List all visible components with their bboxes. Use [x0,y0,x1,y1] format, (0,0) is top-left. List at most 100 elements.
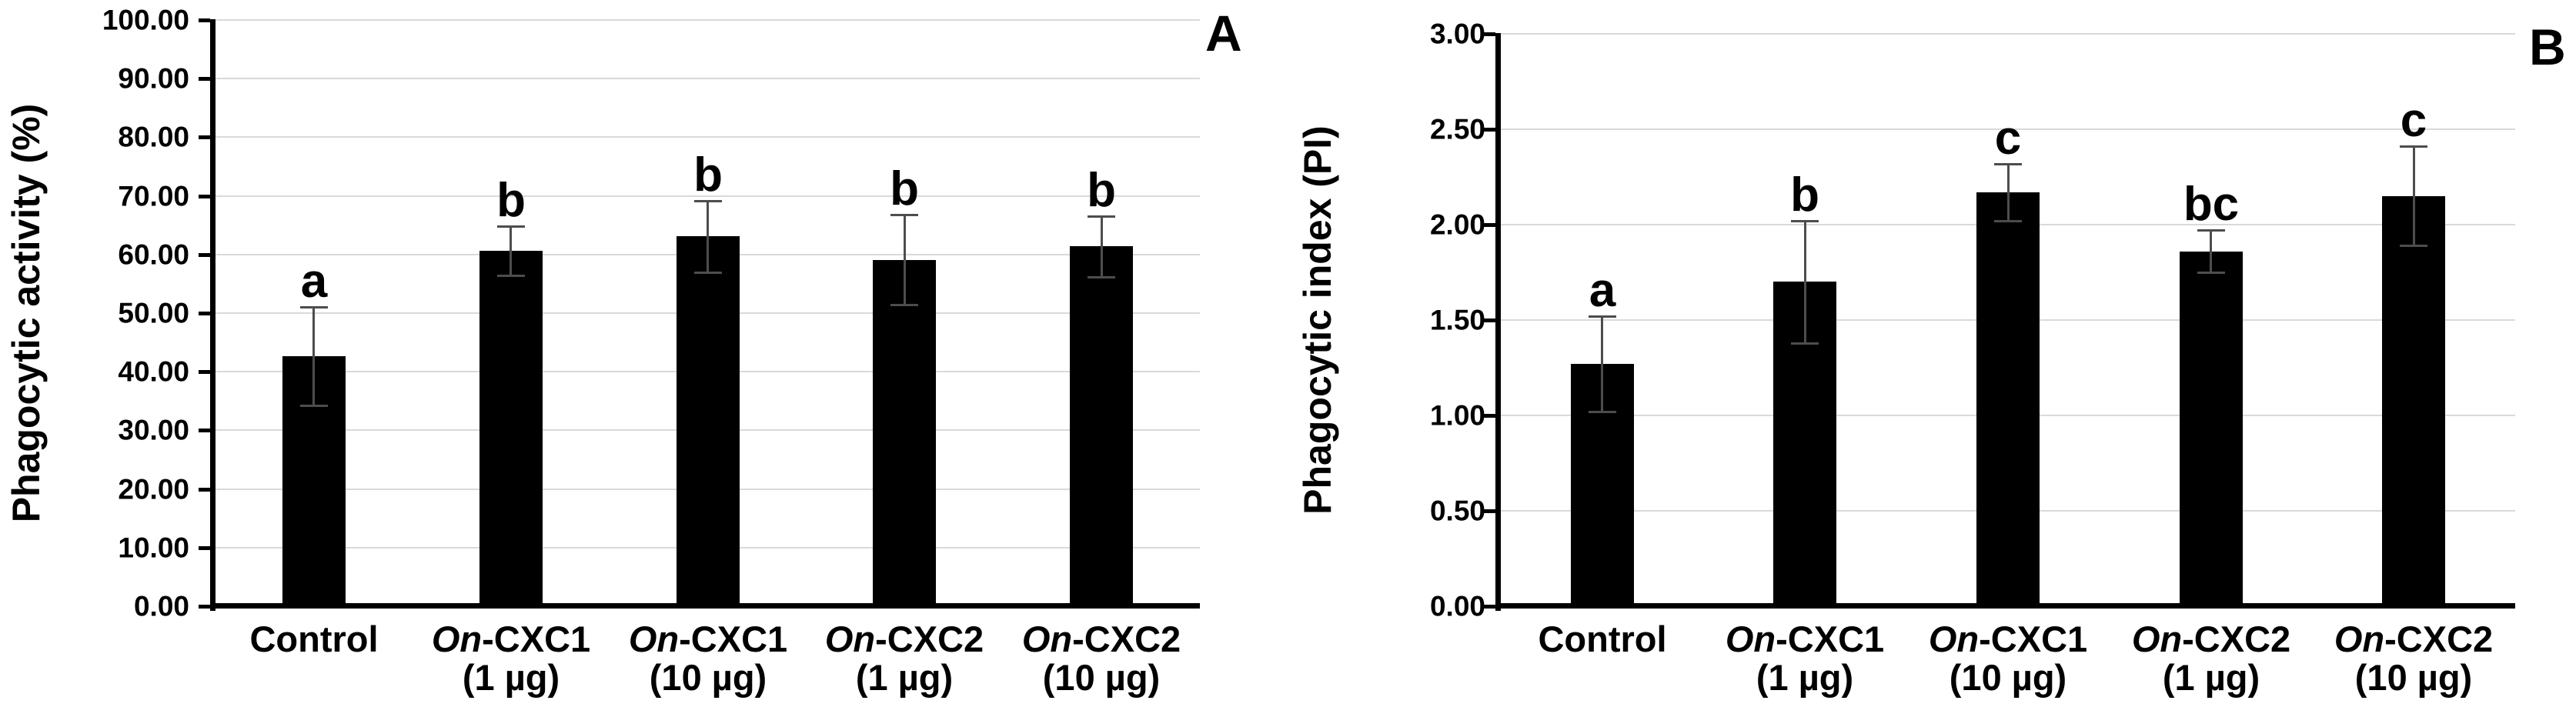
bar [677,236,740,606]
error-bar-cap-bottom [2197,272,2225,274]
error-bar-line [1101,216,1103,277]
x-category-name: On-CXC2 [2334,619,2494,659]
error-bar-cap-bottom [1791,342,1819,345]
x-category-dose: (1 µg) [855,657,954,698]
error-bar-cap-bottom [890,304,918,306]
error-bar-line [707,201,709,272]
y-tick-mark [199,605,210,609]
significance-letter: b [693,148,723,202]
y-tick-mark [199,488,210,492]
error-bar-cap-top [694,200,722,202]
y-tick-mark [199,370,210,374]
error-bar-cap-bottom [1088,276,1115,278]
y-tick-mark [199,429,210,432]
x-category-label: On-CXC2 (10 µg) [2283,620,2544,697]
error-bar-line [1804,221,1806,343]
bar [1070,246,1133,606]
bar [479,251,543,606]
y-tick-mark [199,135,210,139]
x-category-label: On-CXC1 (10 µg) [577,620,839,697]
x-category-dose: (1 µg) [462,657,560,698]
x-category-name: Control [249,619,379,659]
x-category-name: On-CXC1 [1928,619,2088,659]
x-category-dose: (1 µg) [1756,657,1854,698]
error-bar-cap-top [1791,220,1819,222]
y-axis-line [1495,33,1501,611]
y-tick-label: 30.00 [118,414,189,446]
error-bar-cap-bottom [1589,411,1616,413]
x-category-label: On-CXC2 (1 µg) [773,620,1035,697]
y-tick-mark [1484,414,1495,418]
y-tick-label: 90.00 [118,62,189,95]
x-category-dose: (1 µg) [2162,657,2260,698]
gridline [1501,128,2515,130]
y-tick-mark [1484,509,1495,513]
gridline [216,19,1200,21]
y-tick-label: 10.00 [118,532,189,564]
y-tick-label: 0.00 [1429,590,1485,622]
x-category-name: On-CXC1 [431,619,591,659]
error-bar-cap-top [2400,145,2427,148]
error-bar-cap-top [890,214,918,216]
x-category-dose: (10 µg) [1042,657,1161,698]
error-bar-cap-top [497,225,525,228]
significance-letter: b [1790,168,1819,222]
y-tick-mark [199,253,210,257]
y-tick-label: 70.00 [118,180,189,212]
error-bar-line [904,215,906,305]
y-tick-mark [199,312,210,315]
y-tick-mark [1484,32,1495,36]
error-bar-line [2413,146,2415,245]
error-bar-cap-bottom [694,272,722,274]
y-tick-label: 50.00 [118,297,189,329]
significance-letter: b [890,162,919,215]
panel-label-a: A [1205,5,1242,62]
x-category-label: On-CXC1 (1 µg) [1674,620,1936,697]
y-tick-label: 40.00 [118,355,189,388]
x-category-label: On-CXC2 (10 µg) [971,620,1232,697]
gridline [1501,33,2515,35]
y-tick-label: 100.00 [102,4,189,36]
significance-letter: b [1087,164,1116,217]
x-category-dose: (10 µg) [2354,657,2473,698]
significance-letter: b [496,174,526,227]
bar [2180,252,2243,606]
error-bar-cap-bottom [300,405,328,407]
y-axis-line [210,19,216,611]
x-category-name: On-CXC1 [1725,619,1885,659]
significance-letter: c [1994,112,2022,165]
y-tick-label: 1.00 [1429,399,1485,432]
y-tick-label: 0.00 [133,590,189,622]
y-tick-mark [199,77,210,81]
gridline [216,78,1200,79]
y-tick-label: 80.00 [118,121,189,153]
error-bar-cap-bottom [1994,220,2022,222]
x-category-label: On-CXC1 (1 µg) [380,620,642,697]
x-category-name: On-CXC1 [628,619,788,659]
error-bar-line [312,307,315,405]
error-bar-line [2007,164,2010,221]
bar [1976,192,2040,606]
y-tick-label: 0.50 [1429,495,1485,527]
error-bar-cap-bottom [2400,245,2427,247]
gridline [216,136,1200,138]
error-bar-cap-top [300,306,328,308]
x-category-name: Control [1538,619,1667,659]
y-tick-label: 60.00 [118,238,189,271]
x-category-label: On-CXC1 (10 µg) [1877,620,2139,697]
y-tick-label: 20.00 [118,473,189,505]
x-category-dose: (10 µg) [1949,657,2067,698]
error-bar-cap-top [1088,215,1115,218]
error-bar-cap-bottom [497,275,525,277]
y-tick-mark [1484,318,1495,322]
error-bar-cap-top [1589,315,1616,318]
y-tick-mark [199,195,210,198]
y-tick-label: 3.00 [1429,18,1485,50]
x-category-dose: (10 µg) [649,657,767,698]
y-tick-mark [199,546,210,550]
significance-letter: bc [2183,178,2240,231]
y-tick-label: 2.00 [1429,208,1485,241]
x-category-label: On-CXC2 (1 µg) [2080,620,2342,697]
x-category-name: On-CXC2 [824,619,984,659]
